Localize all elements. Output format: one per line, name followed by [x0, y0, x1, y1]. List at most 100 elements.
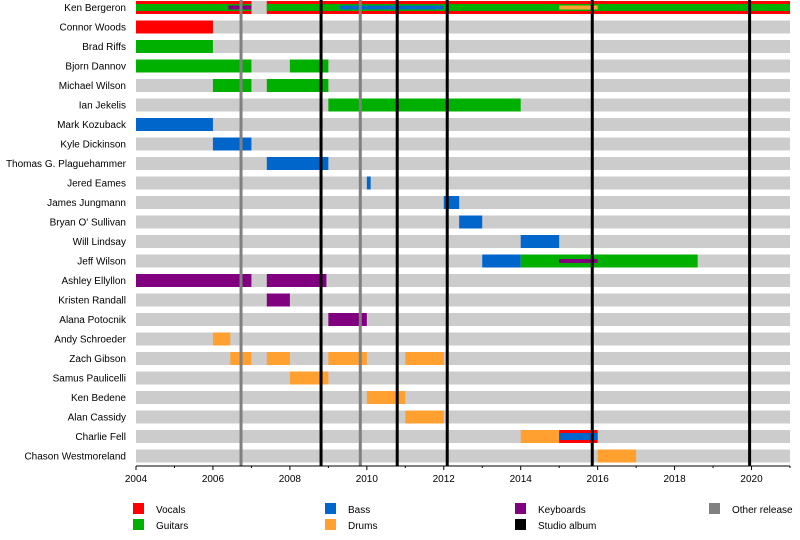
guitars-bar: [212, 79, 252, 92]
member-name: Ashley Ellyllon: [62, 276, 126, 287]
row-background: [136, 293, 790, 307]
legend-label-vocals: Vocals: [156, 505, 185, 516]
legend-label-keyboards: Keyboards: [538, 505, 586, 516]
row-background: [136, 235, 790, 248]
bass-bar: [482, 254, 521, 268]
guitars-bar: [136, 4, 252, 11]
drums-bar: [212, 332, 231, 346]
member-name: Zach Gibson: [69, 354, 126, 365]
release-lines: [239, 0, 752, 466]
tick-label: 2020: [740, 474, 763, 485]
member-name: Andy Schroeder: [54, 335, 126, 346]
drums-bar: [405, 352, 444, 365]
bass-bar: [366, 176, 371, 190]
bass-stripe: [339, 5, 367, 10]
member-names: Ken Bergeron Connor Woods Brad Riffs Bjorn …: [6, 3, 127, 463]
bass-bar: [266, 157, 329, 170]
drums-bar: [289, 371, 329, 385]
row-background: [136, 371, 790, 385]
legend-swatch-vocals: [133, 503, 144, 514]
member-name: Mark Kozuback: [57, 120, 127, 131]
legend-label-drums: Drums: [348, 521, 377, 532]
drums-bar: [328, 352, 367, 365]
tick-label: 2016: [587, 474, 610, 485]
keyboards-stripe: [559, 259, 598, 263]
guitars-bar: [520, 254, 698, 268]
member-name: Chason Westmoreland: [24, 452, 126, 463]
legend-swatch-guitars: [133, 519, 144, 530]
legend-label-studio: Studio album: [538, 521, 596, 532]
row-background: [136, 157, 790, 170]
row-background: [136, 391, 790, 404]
legend-label-bass: Bass: [348, 505, 370, 516]
bass-bar: [212, 137, 252, 151]
row-background: [136, 313, 790, 326]
guitars-bar: [136, 59, 252, 73]
drums-bar: [405, 410, 444, 424]
row-background: [136, 137, 790, 151]
member-name: Ken Bergeron: [64, 3, 126, 14]
drums-bar: [366, 391, 406, 404]
tick-label: 2008: [279, 474, 302, 485]
bass-bar: [136, 118, 213, 131]
member-name: Bjorn Dannov: [65, 62, 126, 73]
row-background: [136, 176, 790, 190]
guitars-bar: [266, 4, 790, 11]
bass-stripe: [366, 5, 444, 10]
guitars-bar: [136, 40, 213, 53]
row-background: [136, 352, 790, 365]
x-axis: 2004 2006 2008 2010 2012 2014 2016 2018 2020: [125, 465, 791, 485]
guitars-bar: [328, 98, 521, 112]
drums-stripe: [559, 5, 598, 10]
member-name: Alan Cassidy: [68, 413, 126, 424]
row-background: [136, 430, 790, 443]
tick-label: 2006: [202, 474, 225, 485]
drums-bar: [266, 352, 290, 365]
tick-label: 2014: [510, 474, 533, 485]
member-name: Thomas G. Plaguehammer: [6, 159, 127, 170]
legend-swatch-drums: [325, 519, 336, 530]
member-name: Jeff Wilson: [77, 257, 126, 268]
member-name: Kyle Dickinson: [60, 140, 126, 151]
member-name: Samus Paulicelli: [53, 374, 126, 385]
member-name: Ken Bedene: [71, 393, 126, 404]
member-name: Will Lindsay: [73, 237, 126, 248]
member-name: Jered Eames: [67, 179, 126, 190]
row-background: [136, 196, 790, 209]
member-name: Bryan O' Sullivan: [50, 218, 126, 229]
tick-label: 2012: [433, 474, 456, 485]
row-background: [136, 332, 790, 346]
keyboards-bar: [266, 293, 290, 307]
bass-bar: [459, 215, 483, 229]
legend: Vocals Guitars Bass Drums Keyboards Studio al…: [133, 503, 793, 532]
member-name: Alana Potocnik: [59, 315, 127, 326]
row-background: [136, 410, 790, 424]
member-name: Ian Jekelis: [79, 101, 126, 112]
legend-swatch-keyboards: [515, 503, 526, 514]
row-background: [136, 40, 790, 53]
member-name: Connor Woods: [59, 23, 126, 34]
legend-swatch-other: [709, 503, 720, 514]
legend-label-other: Other release: [732, 505, 793, 516]
guitars-bar: [289, 59, 329, 73]
row-background: [136, 118, 790, 131]
bass-bar: [520, 235, 560, 248]
legend-swatch-bass: [325, 503, 336, 514]
member-name: Brad Riffs: [82, 42, 126, 53]
vocals-bar: [136, 20, 213, 34]
legend-swatch-studio: [515, 519, 526, 530]
member-name: Kristen Randall: [58, 296, 126, 307]
tick-label: 2018: [663, 474, 686, 485]
member-name: James Jungmann: [47, 198, 126, 209]
legend-label-guitars: Guitars: [156, 521, 188, 532]
member-name: Michael Wilson: [59, 81, 126, 92]
keyboards-bar: [136, 274, 252, 287]
keyboards-bar: [266, 274, 327, 287]
bass-bar: [559, 433, 598, 440]
drums-bar: [597, 449, 637, 463]
member-name: Charlie Fell: [75, 432, 126, 443]
keyboards-bar: [328, 313, 367, 326]
tick-label: 2010: [356, 474, 379, 485]
tick-label: 2004: [125, 474, 148, 485]
